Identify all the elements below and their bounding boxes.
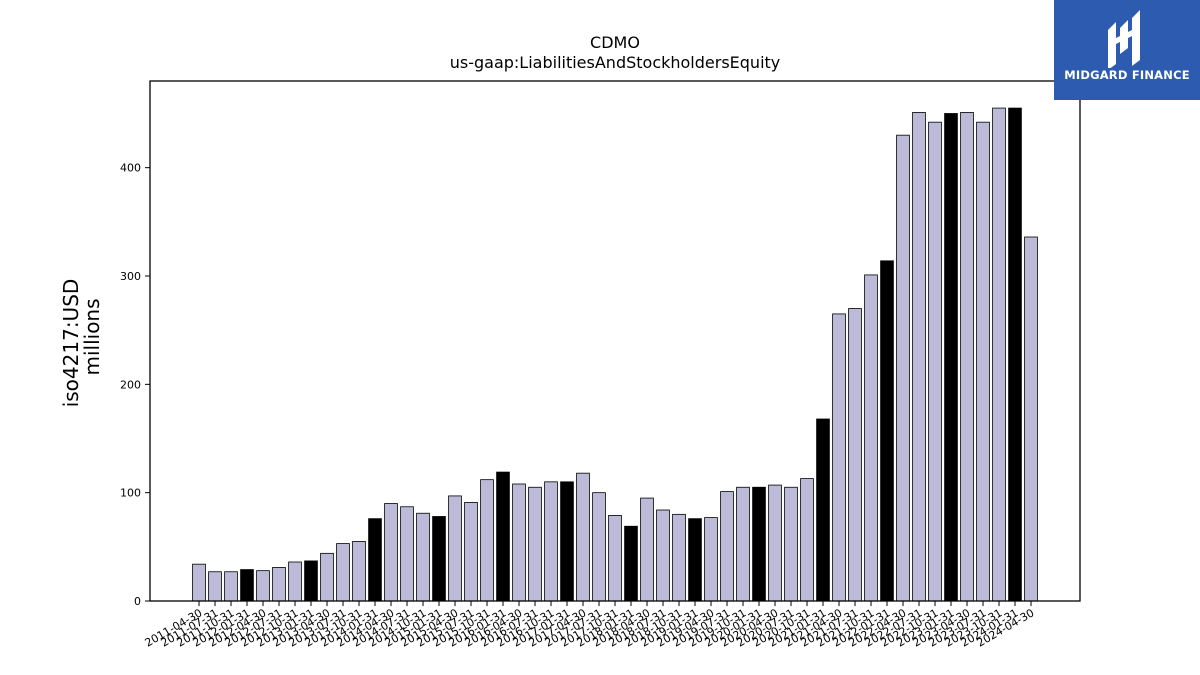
bar [512,483,526,602]
bar [896,134,910,602]
bar [944,113,958,602]
y-axis-label: iso4217:USD [59,279,83,408]
chart-subtitle: us-gaap:LiabilitiesAndStockholdersEquity [450,53,781,72]
bar [832,313,846,602]
bar [288,561,302,602]
bar [640,497,654,602]
bar [816,418,830,602]
midgard-mark-icon [1108,10,1140,68]
bar [880,260,894,602]
y-axis: 0 100 200 300 400 [120,162,150,608]
bar [1024,236,1038,602]
bar [208,571,222,602]
bar [320,552,334,602]
y-tick-label: 100 [120,487,141,500]
bar [704,517,718,602]
bar-series [192,107,1038,602]
brand-name: MIDGARD FINANCE [1064,68,1190,82]
bar [560,481,574,602]
bar [688,518,702,602]
bar [544,481,558,602]
y-axis-sublabel: millions [80,298,104,375]
bar [464,502,478,602]
bar [384,503,398,602]
bar [928,121,942,602]
bar [496,471,510,602]
bar [336,543,350,602]
bar [192,563,206,602]
bar [864,274,878,602]
bar [608,515,622,602]
y-tick-label: 300 [120,270,141,283]
bar [992,107,1006,602]
bar [528,486,542,602]
y-tick-label: 0 [134,595,141,608]
bar [912,112,926,602]
bar [448,495,462,602]
bar [672,513,686,602]
bar [576,472,590,602]
bar [400,506,414,602]
y-tick-label: 400 [120,162,141,175]
bar [752,486,766,602]
bar [1008,107,1022,602]
bar [416,512,430,602]
bar [976,121,990,602]
bar [240,569,254,602]
bar [624,525,638,602]
bar [720,491,734,602]
bar [736,486,750,602]
bar [960,112,974,602]
bar [480,479,494,602]
bar [224,571,238,602]
bar [784,486,798,602]
bar [352,541,366,602]
bar [592,492,606,602]
y-tick-label: 200 [120,378,141,391]
bar [256,570,270,602]
bar [800,478,814,602]
bar [768,484,782,602]
bar [272,567,286,602]
brand-logo: MIDGARD FINANCE [1054,0,1200,100]
bar [432,516,446,602]
plot-frame [149,80,1081,602]
x-axis: 2011-04-302011-07-312011-10-312012-01-31… [143,601,1037,650]
chart-title: CDMO [590,33,640,52]
bar [848,308,862,602]
bar [656,509,670,602]
bar [304,560,318,602]
bar [368,518,382,602]
